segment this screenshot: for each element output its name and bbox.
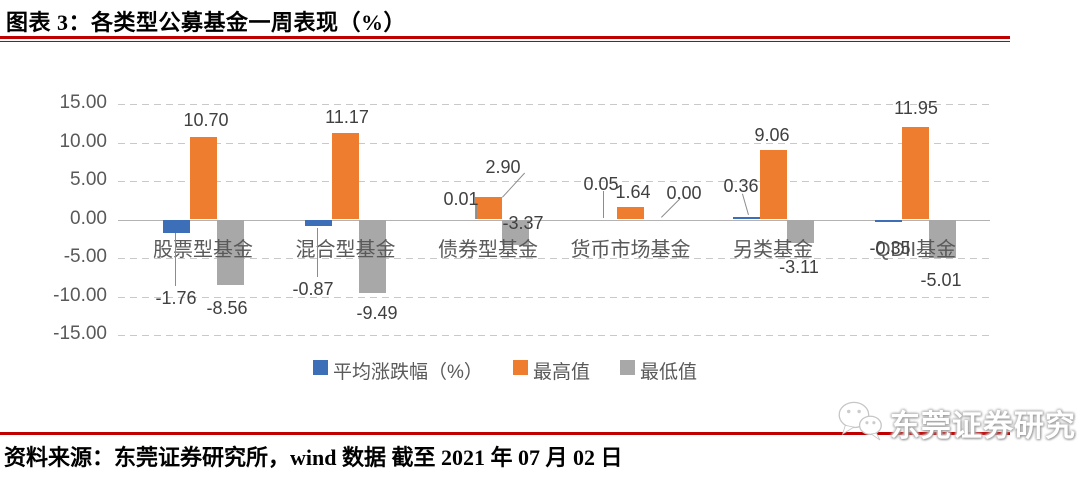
bar-series0-1	[305, 219, 332, 227]
value-label: 11.95	[894, 98, 938, 118]
value-label: 11.17	[325, 107, 369, 127]
value-label: 0.36	[723, 176, 759, 196]
legend-swatch	[513, 360, 528, 375]
value-label: -8.56	[206, 298, 248, 318]
value-label: 1.64	[615, 182, 651, 202]
bar-series2-1	[359, 219, 386, 293]
bar-series2-0	[216, 219, 244, 286]
y-axis-label: 15.00	[59, 92, 107, 113]
gridline	[118, 296, 990, 298]
y-axis-label: 10.00	[59, 130, 107, 152]
callout-line	[603, 191, 604, 218]
source-note: 资料来源：东莞证券研究所，wind 数据 截至 2021 年 07 月 02 日	[4, 445, 623, 470]
gridline	[118, 104, 990, 105]
bar-series1-3	[617, 206, 644, 220]
value-label: -5.01	[920, 270, 962, 290]
value-label: 0.05	[583, 174, 619, 194]
category-label: 混合型基金	[295, 239, 396, 261]
bar-series1-1	[332, 133, 359, 220]
legend-item-label: 最高值	[533, 362, 591, 383]
legend-swatch	[620, 360, 635, 375]
wechat-watermark: 东莞证券研究	[834, 394, 1080, 452]
category-label: 债券型基金	[438, 239, 538, 261]
x-axis-line	[118, 219, 990, 221]
y-axis-label: 0.00	[70, 207, 107, 229]
y-axis-label: -10.00	[53, 284, 107, 306]
value-label: 9.06	[754, 125, 790, 145]
value-label: 0.00	[666, 183, 702, 203]
value-label: 0.01	[443, 189, 479, 209]
value-label: -1.76	[155, 288, 197, 308]
bar-chart: 15.00 10.00 5.00 0.00 -5.00 -10.00 -15.00 股票型基金…	[53, 92, 990, 383]
footer-divider	[0, 432, 1010, 435]
gridline	[118, 258, 990, 259]
gridline	[118, 142, 990, 144]
y-axis-label: 5.00	[70, 169, 107, 190]
value-label: -0.35	[869, 238, 911, 258]
bar-series1-5	[902, 127, 929, 220]
wechat-icon	[834, 398, 886, 449]
category-label: 货币市场基金	[570, 239, 691, 261]
legend-item-label: 最低值	[640, 362, 698, 383]
value-label: -3.11	[779, 257, 819, 277]
gridline	[118, 335, 990, 336]
value-label: 10.70	[183, 110, 229, 130]
figure-title: 图表 3：各类型公募基金一周表现（%）	[6, 10, 407, 35]
value-label: -0.87	[292, 279, 334, 299]
bar-series2-4	[786, 219, 814, 244]
category-label: 另类基金	[733, 239, 813, 261]
y-axis-label: -15.00	[53, 323, 107, 344]
watermark-text: 东莞证券研究	[890, 410, 1076, 443]
legend-item-label: 平均涨跌幅（%）	[333, 362, 483, 383]
y-axis-label: -5.00	[63, 246, 107, 267]
bar-series2-2	[501, 219, 529, 246]
gridline	[118, 181, 990, 182]
bar-series2-5	[929, 219, 956, 259]
bar-series0-4	[732, 216, 760, 220]
callout-line	[175, 233, 176, 286]
value-label: -9.49	[356, 303, 398, 323]
category-label: QDII基金	[874, 239, 957, 261]
legend-swatch	[313, 360, 328, 375]
callout-line	[317, 228, 318, 277]
value-label: 2.90	[485, 157, 521, 177]
value-label: -3.37	[502, 213, 544, 233]
bar-series1-0	[189, 137, 217, 220]
category-label: 股票型基金	[153, 239, 253, 261]
bar-series1-4	[759, 149, 787, 220]
title-divider	[0, 36, 1010, 42]
bar-series0-0	[162, 219, 190, 234]
bar-series0-5	[875, 219, 902, 223]
bar-series1-2	[474, 197, 502, 220]
